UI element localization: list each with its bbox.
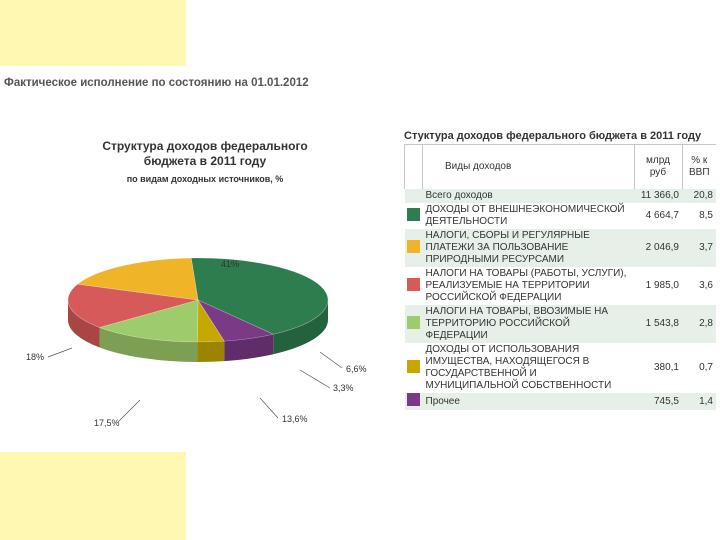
row-name: Прочее	[422, 393, 634, 410]
pie-side-3	[99, 327, 198, 362]
legend-swatch	[406, 207, 420, 221]
pie-leader-1	[319, 351, 343, 369]
legend-swatch	[406, 315, 420, 329]
row-pct: 20,8	[682, 189, 716, 203]
legend-swatch	[406, 359, 420, 373]
pie-leader-3	[259, 397, 279, 419]
row-pct: 0,7	[699, 362, 713, 373]
row-rub: 1 985,0	[645, 280, 679, 291]
pie-sides	[68, 300, 328, 362]
pie-leader-2	[299, 369, 331, 389]
table-row: Прочее 745,5 1,4	[404, 393, 716, 410]
row-rub: 380,1	[653, 362, 679, 373]
row-pct: 8,5	[699, 210, 713, 221]
pie-label-0: 41%	[221, 259, 239, 269]
row-name: НАЛОГИ НА ТОВАРЫ (РАБОТЫ, УСЛУГИ), РЕАЛИ…	[425, 268, 627, 303]
row-name: ДОХОДЫ ОТ ВНЕШНЕЭКОНОМИЧЕСКОЙ ДЕЯТЕЛЬНОС…	[425, 204, 625, 227]
pie-slice-5	[76, 257, 199, 301]
pie-chart: 41% 6,6% 3,3% 13,6% 17,5% 18%	[26, 257, 367, 428]
row-pct: 1,4	[682, 393, 716, 410]
pie-label-4: 17,5%	[94, 418, 120, 428]
row-swatch-cell	[405, 203, 423, 229]
row-pct: 3,7	[682, 229, 716, 267]
row-name: Всего доходов	[422, 189, 634, 203]
pie-slice-3	[98, 299, 199, 343]
row-rub: 1 543,8	[634, 305, 682, 343]
pie-label-2: 3,3%	[333, 383, 354, 393]
revenue-table: Виды доходов млрд руб % к ВВП Всего дохо…	[404, 144, 716, 410]
row-rub: 11 366,0	[634, 189, 682, 203]
pie-slice-2	[197, 298, 225, 343]
row-swatch-cell	[404, 189, 423, 203]
chart-subtitle: по видам доходных источников, %	[126, 174, 284, 184]
row-rub: 4 664,7	[645, 210, 679, 221]
pie-slice-0	[190, 257, 329, 335]
row-name: НАЛОГИ, СБОРЫ И РЕГУЛЯРНЫЕ ПЛАТЕЖИ ЗА ПО…	[422, 229, 634, 267]
row-rub: 745,5	[634, 393, 682, 410]
row-rub: 2 046,9	[634, 229, 682, 267]
row-pct: 3,6	[699, 280, 713, 291]
pie-side-0	[273, 300, 328, 355]
row-swatch-cell	[405, 267, 423, 305]
table-row: НАЛОГИ НА ТОВАРЫ (РАБОТЫ, УСЛУГИ), РЕАЛИ…	[405, 267, 717, 305]
header-pct: % к ВВП	[681, 144, 716, 189]
row-name: ДОХОДЫ ОТ ИСПОЛЬЗОВАНИЯ ИМУЩЕСТВА, НАХОД…	[425, 344, 612, 391]
pie-side-2	[197, 341, 225, 362]
table-header-row: Виды доходов млрд руб % к ВВП	[404, 144, 716, 189]
row-swatch-cell	[404, 305, 423, 343]
chart-title: Структура доходов федерального бюджета в…	[102, 139, 308, 168]
row-swatch-cell	[404, 229, 423, 267]
pie-side-4	[68, 300, 100, 348]
row-swatch-cell	[404, 393, 423, 410]
pie-slice-1	[197, 299, 275, 342]
table-row: НАЛОГИ НА ТОВАРЫ, ВВОЗИМЫЕ НА ТЕРРИТОРИЮ…	[404, 305, 716, 343]
table-row: ДОХОДЫ ОТ ВНЕШНЕЭКОНОМИЧЕСКОЙ ДЕЯТЕЛЬНОС…	[405, 203, 717, 229]
legend-swatch	[406, 239, 420, 253]
decorative-band-bottom	[0, 452, 186, 540]
pie-leader-5	[47, 347, 73, 358]
row-swatch-cell	[405, 343, 423, 393]
pie-label-5: 18%	[26, 352, 44, 362]
pie-side-1	[224, 334, 274, 362]
header-name: Виды доходов	[422, 144, 634, 189]
pie-label-3: 13,6%	[282, 414, 308, 424]
header-rub: млрд руб	[633, 144, 682, 189]
pie-leader-4	[117, 399, 141, 423]
page-heading: Фактическое исполнение по состоянию на 0…	[4, 77, 309, 89]
table-title: Стуктура доходов федерального бюджета в …	[404, 130, 702, 142]
pie-label-1: 6,6%	[346, 364, 367, 374]
decorative-band-top	[0, 0, 186, 66]
header-swatch-cell	[404, 144, 423, 189]
row-name: НАЛОГИ НА ТОВАРЫ, ВВОЗИМЫЕ НА ТЕРРИТОРИЮ…	[422, 305, 634, 343]
table-row: Всего доходов 11 366,0 20,8	[404, 189, 716, 203]
row-pct: 2,8	[682, 305, 716, 343]
pie-slice-4	[67, 283, 199, 328]
legend-swatch	[406, 393, 420, 406]
table-row: НАЛОГИ, СБОРЫ И РЕГУЛЯРНЫЕ ПЛАТЕЖИ ЗА ПО…	[404, 229, 716, 267]
legend-swatch	[406, 277, 420, 291]
table-row: ДОХОДЫ ОТ ИСПОЛЬЗОВАНИЯ ИМУЩЕСТВА, НАХОД…	[405, 343, 717, 393]
